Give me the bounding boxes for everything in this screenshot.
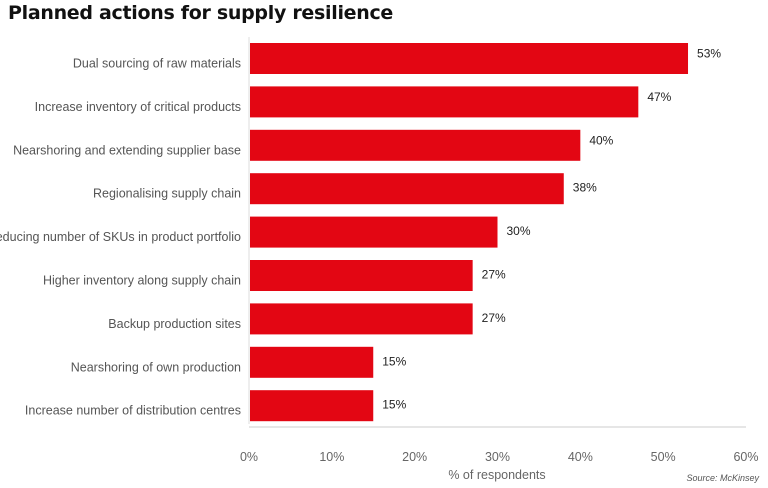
source-note: Source: McKinsey xyxy=(686,473,759,483)
chart-title: Planned actions for supply resilience xyxy=(8,2,394,24)
x-tick-label: 10% xyxy=(319,450,344,464)
bar xyxy=(250,129,581,161)
bar xyxy=(250,43,689,74)
bar xyxy=(250,390,374,422)
category-label: Increase inventory of critical products xyxy=(35,100,241,114)
value-label: 15% xyxy=(382,398,406,412)
category-label: Nearshoring and extending supplier base xyxy=(13,143,241,157)
category-label: Dual sourcing of raw materials xyxy=(73,57,241,71)
category-label: Backup production sites xyxy=(108,317,241,331)
category-label: Reducing number of SKUs in product portf… xyxy=(0,230,241,244)
bar xyxy=(250,216,498,248)
x-tick-label: 50% xyxy=(651,450,676,464)
x-tick-label: 40% xyxy=(568,450,593,464)
category-label: Regionalising supply chain xyxy=(93,187,241,201)
bar xyxy=(250,346,374,378)
x-tick-label: 0% xyxy=(240,450,258,464)
value-label: 40% xyxy=(589,133,613,147)
category-label: Nearshoring of own production xyxy=(71,360,241,374)
x-tick-label: 30% xyxy=(485,450,510,464)
value-label: 15% xyxy=(382,354,406,368)
category-label: Increase number of distribution centres xyxy=(25,404,241,418)
bar xyxy=(250,86,639,118)
category-label: Higher inventory along supply chain xyxy=(43,274,241,288)
value-label: 47% xyxy=(647,90,671,104)
x-axis-label: % of respondents xyxy=(448,468,545,482)
x-tick-label: 60% xyxy=(733,450,758,464)
bar xyxy=(250,303,473,335)
bar xyxy=(250,173,564,205)
value-label: 27% xyxy=(482,268,506,282)
value-label: 30% xyxy=(507,224,531,238)
value-label: 27% xyxy=(482,311,506,325)
value-label: 53% xyxy=(697,47,721,61)
value-label: 38% xyxy=(573,181,597,195)
bar xyxy=(250,260,473,291)
x-tick-label: 20% xyxy=(402,450,427,464)
